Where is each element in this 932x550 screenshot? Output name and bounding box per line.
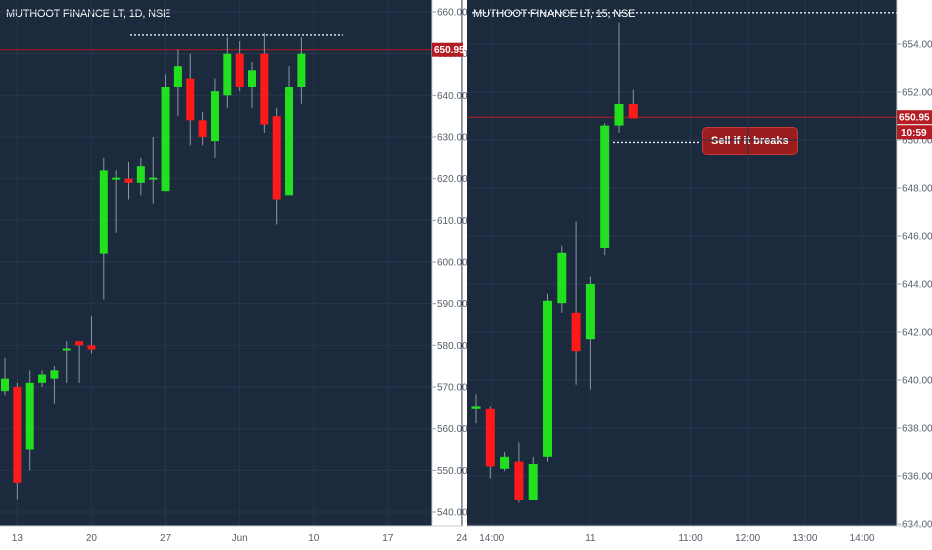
right-chart-title: MUTHOOT FINANCE LT, 15, NSE — [473, 8, 636, 20]
right-price-tag: 650.95 — [899, 113, 930, 124]
left-candle-body — [297, 53, 306, 87]
right-candle-body — [528, 464, 538, 500]
right-plot-area[interactable] — [467, 0, 897, 526]
left-candle-body — [285, 87, 294, 196]
left-y-tick-label: 590.00 — [437, 299, 468, 310]
left-y-tick-label: 660.00 — [437, 8, 468, 19]
right-candle-body — [614, 104, 624, 126]
left-candle-body — [260, 53, 269, 125]
right-price-tag-box — [897, 110, 932, 125]
left-candle-body — [112, 177, 121, 180]
right-y-tick-label: 642.00 — [902, 328, 932, 339]
right-candle-body — [557, 252, 567, 304]
right-y-tick-label: 638.00 — [902, 424, 932, 435]
left-y-tick-label: 620.00 — [437, 174, 468, 185]
right-y-tick-label: 648.00 — [902, 184, 932, 195]
left-candle-body — [87, 345, 96, 350]
right-candle-body — [471, 406, 481, 409]
left-x-tick-label: 27 — [160, 533, 172, 544]
sell-callout[interactable]: Sell if it breaks — [702, 127, 798, 155]
left-candle-body — [161, 87, 170, 192]
left-candle-body — [38, 374, 47, 383]
left-chart-pane[interactable]: MUTHOOT FINANCE LT, 1D, NSE — [0, 0, 463, 550]
right-x-tick-label: 14:00 — [850, 533, 875, 544]
left-x-tick-label: 13 — [12, 533, 24, 544]
right-candle-body — [571, 312, 581, 352]
left-y-tick-label: 540.00 — [437, 508, 468, 519]
right-candle-body — [500, 456, 510, 469]
right-countdown-box — [897, 125, 932, 140]
left-y-tick-label: 630.00 — [437, 133, 468, 144]
left-price-tag-box — [432, 42, 463, 57]
left-y-tick-label: 560.00 — [437, 424, 468, 435]
right-y-tick-label: 634.00 — [902, 520, 932, 531]
right-x-tick-label: 13:00 — [792, 533, 817, 544]
left-candle-body — [235, 53, 244, 87]
left-x-tick-label: 10 — [308, 533, 320, 544]
right-candle-body — [628, 104, 638, 119]
right-countdown: 10:59 — [901, 128, 927, 139]
right-x-tick-label: 11 — [585, 533, 596, 544]
left-y-tick-label: 580.00 — [437, 341, 468, 352]
left-candle-body — [248, 70, 256, 87]
right-y-tick-label: 646.00 — [902, 232, 932, 243]
left-candle-body — [99, 170, 108, 254]
right-candle-body — [585, 284, 595, 340]
right-y-tick-label: 636.00 — [902, 472, 932, 483]
right-y-tick-label: 652.00 — [902, 88, 932, 99]
left-y-tick-label: 640.00 — [437, 91, 468, 102]
left-candle-body — [210, 91, 219, 142]
left-plot-area[interactable] — [0, 0, 432, 526]
right-x-tick-label: 11:00 — [678, 533, 703, 544]
right-price-axis[interactable] — [897, 0, 932, 526]
right-candle-body — [600, 125, 610, 248]
left-time-axis[interactable] — [0, 526, 463, 550]
left-candle-body — [25, 382, 34, 450]
left-candle-body — [13, 387, 22, 483]
left-x-tick-label: 20 — [86, 533, 98, 544]
left-candle-body — [136, 166, 145, 183]
left-candle-body — [173, 66, 182, 87]
left-candle-body — [50, 370, 59, 379]
left-y-tick-label: 610.00 — [437, 216, 468, 227]
left-candle-body — [223, 53, 232, 96]
left-x-tick-label: 24 — [456, 533, 468, 544]
left-price-axis[interactable] — [432, 0, 463, 526]
left-y-tick-label: 600.00 — [437, 258, 468, 269]
left-chart-title: MUTHOOT FINANCE LT, 1D, NSE — [6, 8, 171, 20]
right-candle-body — [485, 408, 495, 467]
left-price-tag: 650.95 — [434, 45, 465, 56]
left-y-tick-label: 570.00 — [437, 383, 468, 394]
right-candle-body — [514, 461, 524, 500]
left-candle-body — [272, 116, 281, 200]
right-candle-body — [543, 300, 552, 457]
left-x-tick-label: 17 — [382, 533, 394, 544]
right-y-tick-label: 640.00 — [902, 376, 932, 387]
right-y-tick-label: 654.00 — [902, 40, 932, 51]
right-y-tick-label: 650.00 — [902, 136, 932, 147]
left-candle-body — [75, 341, 84, 346]
right-time-axis[interactable] — [467, 526, 932, 550]
right-x-tick-label: 12:00 — [735, 533, 760, 544]
left-candle-body — [62, 348, 71, 351]
left-candle-body — [186, 78, 195, 121]
left-candle-body — [149, 177, 158, 180]
left-y-tick-label: 550.00 — [437, 466, 468, 477]
left-x-tick-label: Jun — [232, 533, 248, 544]
left-candle-body — [124, 178, 133, 183]
right-x-tick-label: 14:00 — [479, 533, 504, 544]
right-y-tick-label: 644.00 — [902, 280, 932, 291]
left-candle-body — [198, 120, 207, 137]
left-candle-body — [1, 378, 9, 392]
